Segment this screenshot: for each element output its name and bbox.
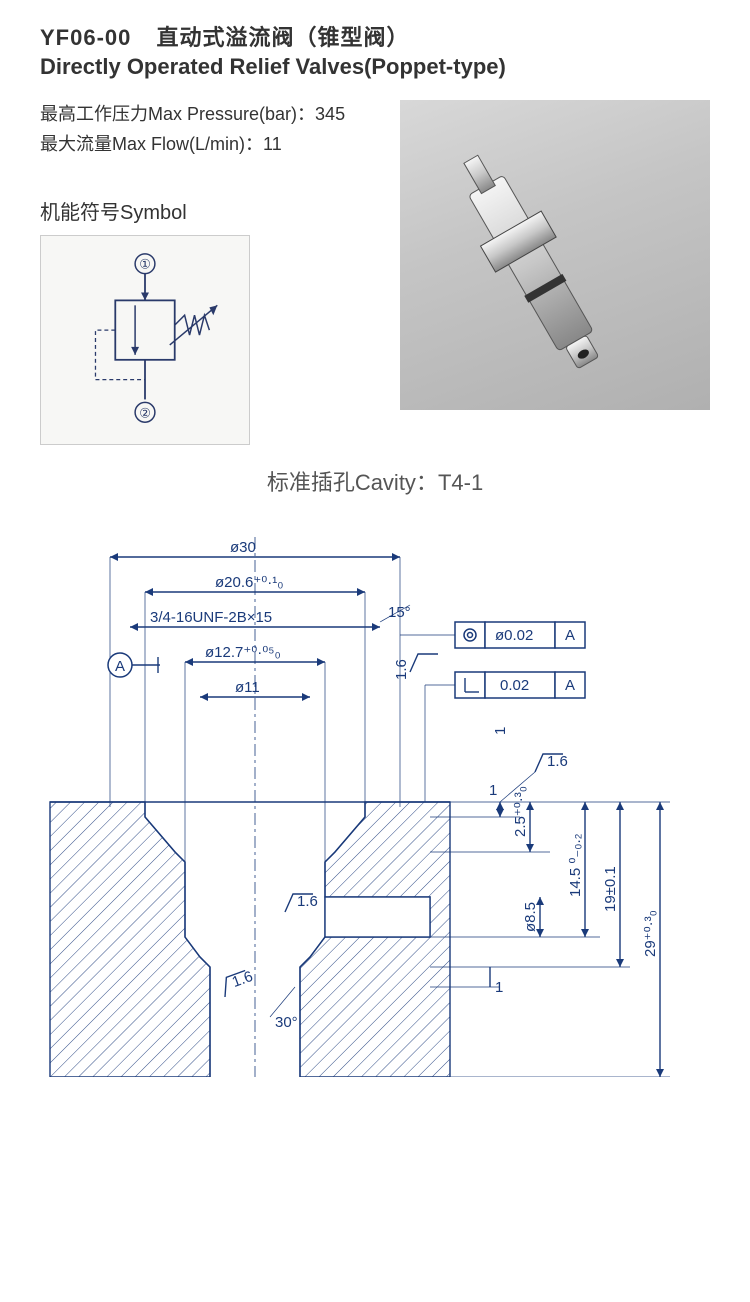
specs-column: 最高工作压力Max Pressure(bar)：345 最大流量Max Flow… [40, 100, 380, 445]
dim-d206: ø20.6⁺⁰·¹₀ [215, 574, 284, 591]
symbol-heading: 机能符号Symbol [40, 196, 380, 225]
product-photo [400, 100, 710, 410]
dim-d30: ø30 [230, 539, 256, 556]
surf-16-a: 1.6 [393, 659, 410, 680]
port1-label: ① [139, 257, 151, 272]
datum-a-left: A [115, 658, 125, 675]
surf-16-d: 1.6 [547, 753, 568, 770]
cavity-value: T4-1 [438, 470, 483, 495]
dim-h1b: 1 [495, 979, 503, 996]
dim-h1a: 1 [492, 727, 509, 735]
dim-d127: ø12.7⁺⁰·⁰⁵₀ [205, 644, 281, 661]
spec-pressure-label: 最高工作压力Max Pressure(bar)： [40, 104, 315, 124]
tol-conc: ø0.02 [495, 627, 533, 644]
tol-perp: 0.02 [500, 677, 529, 694]
dim-h145: 14.5 ⁰₋₀.₂ [567, 833, 584, 897]
spec-flow: 最大流量Max Flow(L/min)：11 [40, 130, 380, 156]
title-chinese: 直动式溢流阀（锥型阀） [157, 25, 410, 50]
dim-h1-top: 1 [489, 782, 497, 799]
symbol-diagram: ① ② [40, 235, 250, 445]
tol-conc-datum: A [565, 627, 575, 644]
dim-thread: 3/4-16UNF-2B×15 [150, 609, 272, 626]
spec-flow-label: 最大流量Max Flow(L/min)： [40, 134, 263, 154]
tol-perp-datum: A [565, 677, 575, 694]
cavity-label-text: 标准插孔Cavity： [267, 470, 438, 495]
product-code: YF06-00 [40, 25, 131, 50]
spec-pressure-value: 345 [315, 104, 345, 124]
surf-16-b: 1.6 [297, 893, 318, 910]
dim-d11: ø11 [235, 679, 260, 696]
spec-pressure: 最高工作压力Max Pressure(bar)：345 [40, 100, 380, 126]
port2-label: ② [139, 405, 151, 420]
dim-angle30: 30° [275, 1014, 298, 1031]
page-header: YF06-00 直动式溢流阀（锥型阀） Directly Operated Re… [40, 20, 710, 80]
surf-16-c: 1.6 [230, 968, 255, 991]
dim-h25: 2.5⁺⁰·³₀ [512, 786, 529, 837]
title-line-1: YF06-00 直动式溢流阀（锥型阀） [40, 20, 710, 52]
title-english: Directly Operated Relief Valves(Poppet-t… [40, 54, 710, 80]
cavity-drawing: .l { stroke:#1a3a7a; stroke-width:1.4; f… [30, 517, 700, 1077]
cavity-heading: 标准插孔Cavity：T4-1 [40, 465, 710, 497]
dim-h29: 29⁺⁰·³₀ [642, 910, 659, 957]
specs-photo-row: 最高工作压力Max Pressure(bar)：345 最大流量Max Flow… [40, 100, 710, 445]
spec-flow-value: 11 [263, 134, 282, 154]
dim-d85: ø8.5 [522, 902, 539, 932]
dim-h19: 19±0.1 [602, 866, 619, 912]
